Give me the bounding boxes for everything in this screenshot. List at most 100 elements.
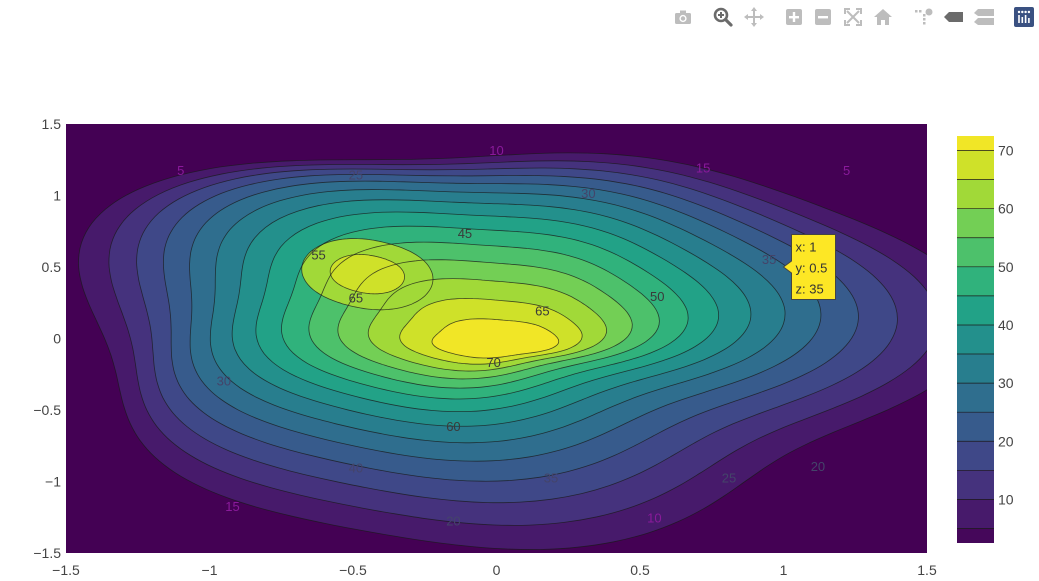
contour-label-21: 10: [647, 511, 661, 526]
contour-label-20: 20: [446, 514, 460, 529]
x-tick-label-5: 1: [780, 562, 788, 578]
x-tick-label-1: −1: [202, 562, 218, 578]
contour-line-35: [231, 199, 752, 427]
modebar: [670, 6, 1035, 30]
contour-label-13: 30: [217, 373, 231, 388]
y-tick-label-0: 1.5: [42, 116, 62, 132]
secondary-peak-band-65: [330, 254, 405, 294]
contour-label-6: 45: [458, 226, 472, 241]
colorbar-tick-2: 50: [998, 259, 1014, 275]
secondary-peak-line-65: [329, 254, 405, 295]
contour-label-8: 35: [762, 252, 776, 267]
x-tick-label-2: −0.5: [339, 562, 367, 578]
y-tick-label-2: 0.5: [42, 259, 62, 275]
colorbar-segment-8: [957, 295, 994, 325]
svg-text:x: 1 y: 0.5 z: 35: x: 1 y: 0.5 z: 35: [796, 240, 831, 297]
contour-line-30: [209, 189, 786, 444]
contour-label-17: 25: [722, 471, 736, 486]
contour-line-5: [78, 152, 927, 550]
camera-icon[interactable]: [672, 6, 694, 28]
colorbar-tick-0: 70: [998, 143, 1014, 159]
hover-z-text: z: 35: [796, 282, 824, 297]
contour-labels: 5 10 15 5 25 30 45 55 35 50 65 65 70 30 60 40 35 25 20 15 20…: [177, 143, 850, 528]
y-tick-label-4: −0.5: [33, 402, 61, 418]
colorbar-segment-14: [957, 136, 994, 151]
colorbar-tick-6: 10: [998, 491, 1014, 507]
contour-label-9: 50: [650, 289, 664, 304]
contour-line-10: [108, 160, 927, 526]
colorbar-segment-2: [957, 470, 994, 500]
colorbar-segment-7: [957, 324, 994, 355]
secondary-peak-line-60: [301, 238, 434, 311]
hover-compare-icon[interactable]: [973, 6, 995, 28]
colorbar-tick-1: 60: [998, 201, 1014, 217]
contour-line-40: [255, 211, 720, 413]
contour-label-19: 15: [225, 499, 239, 514]
hover-box: [782, 234, 836, 300]
x-tick-label-3: 0: [493, 562, 501, 578]
contour-line-50: [308, 241, 660, 389]
hover-x-text: x: 1: [796, 240, 817, 255]
contour-bands: [78, 152, 927, 550]
colorbar-segment-6: [957, 354, 994, 384]
contour-label-14: 60: [446, 419, 460, 434]
contour-label-7: 55: [311, 248, 325, 263]
y-tick-label-1: 1: [53, 188, 61, 204]
y-tick-label-5: −1: [45, 474, 61, 490]
y-tick-label-6: −1.5: [33, 545, 61, 561]
x-tick-label-0: −1.5: [52, 562, 80, 578]
hover-label: x: 1 y: 0.5 z: 35: [782, 234, 836, 300]
zoom-out-icon[interactable]: [812, 6, 834, 28]
contour-line-60: [367, 278, 607, 372]
contour-label-15: 40: [349, 461, 363, 476]
hover-y-text: y: 0.5: [796, 261, 828, 276]
contour-line-55: [337, 259, 633, 380]
x-tick-label-4: 0.5: [630, 562, 650, 578]
colorbar-tick-5: 20: [998, 433, 1014, 449]
colorbar-segment-0: [957, 528, 994, 543]
x-axis: −1.5 −1 −0.5 0 0.5 1 1.5: [52, 562, 937, 578]
colorbar-segment-5: [957, 383, 994, 413]
contour-line-45: [281, 225, 689, 400]
contour-label-5: 30: [581, 186, 595, 201]
contour-label-16: 35: [544, 471, 558, 486]
colorbar: 70 60 50 40 30 20 10: [957, 136, 1014, 543]
reset-axes-icon[interactable]: [872, 6, 894, 28]
colorbar-segment-13: [957, 150, 994, 180]
colorbar-segment-1: [957, 499, 994, 529]
contour-label-10: 65: [349, 290, 363, 305]
colorbar-tick-3: 40: [998, 317, 1014, 333]
hover-closest-icon[interactable]: [943, 6, 965, 28]
contour-band-70: [432, 318, 559, 358]
zoom-icon[interactable]: [712, 6, 734, 28]
contour-label-2: 15: [696, 160, 710, 175]
x-tick-label-6: 1.5: [917, 562, 937, 578]
colorbar-segment-12: [957, 179, 994, 209]
contour-line-25: [189, 180, 822, 462]
contour-line-70: [431, 318, 560, 359]
spike-lines-icon[interactable]: [913, 6, 935, 28]
colorbar-tick-4: 30: [998, 375, 1014, 391]
plot-area[interactable]: [66, 124, 981, 553]
colorbar-segment-10: [957, 237, 994, 267]
contour-line-65: [399, 297, 583, 365]
contour-line-15: [136, 167, 898, 504]
contour-lines: [78, 152, 927, 550]
contour-line-20: [162, 173, 859, 482]
zoom-in-icon[interactable]: [783, 6, 805, 28]
y-axis: 1.5 1 0.5 0 −0.5 −1 −1.5: [33, 116, 61, 561]
contour-label-4: 25: [349, 167, 363, 182]
colorbar-segment-11: [957, 208, 994, 238]
plotly-logo-icon[interactable]: [1013, 6, 1035, 28]
contour-label-0: 5: [177, 163, 184, 178]
pan-icon[interactable]: [743, 6, 765, 28]
colorbar-segment-3: [957, 441, 994, 471]
contour-label-18: 20: [811, 459, 825, 474]
colorbar-segment-4: [957, 412, 994, 442]
autoscale-icon[interactable]: [842, 6, 864, 28]
colorbar-segment-9: [957, 266, 994, 296]
contour-label-11: 65: [535, 303, 549, 318]
contour-label-3: 5: [843, 163, 850, 178]
contour-label-1: 10: [489, 143, 503, 158]
